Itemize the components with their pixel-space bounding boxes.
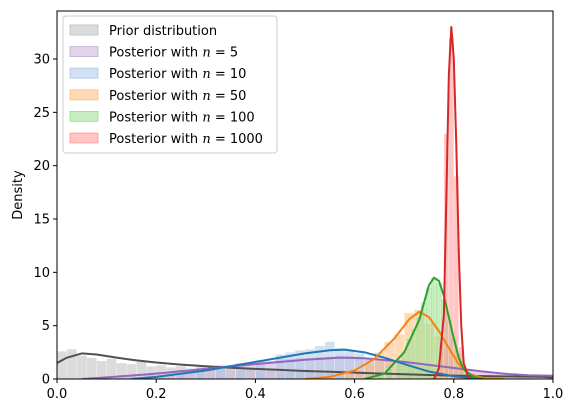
- legend-label-prior: Prior distribution: [109, 24, 217, 39]
- hist-bar-n50: [344, 373, 355, 379]
- y-tick-label: 15: [33, 213, 50, 228]
- kde-layer: [57, 26, 553, 379]
- legend-swatch-n50: [69, 89, 99, 101]
- kde-line-n1000: [433, 26, 470, 379]
- hist-bar-prior: [76, 355, 88, 379]
- kde-line-prior: [57, 352, 553, 379]
- hist-bar-prior: [96, 360, 107, 379]
- kde-line-n100: [364, 276, 484, 379]
- y-axis-label: Density: [11, 170, 26, 220]
- hist-bar-n50: [354, 369, 365, 379]
- hist-bar-n10: [175, 372, 187, 379]
- y-tick-label: 10: [33, 266, 50, 281]
- y-axis: 0 5 10 15 20 25 30: [33, 53, 57, 388]
- legend-swatch-prior: [69, 24, 99, 36]
- legend-label-n5: Posterior with n = 5: [109, 46, 238, 61]
- legend: Prior distribution Posterior with n = 5 Po…: [62, 15, 278, 154]
- legend-swatch-n100: [69, 111, 99, 122]
- y-tick-label: 5: [42, 319, 50, 334]
- y-tick-label: 20: [33, 159, 50, 174]
- x-tick-label: 0.0: [47, 387, 68, 402]
- y-tick-label: 25: [33, 106, 50, 121]
- x-tick-label: 0.6: [344, 387, 365, 402]
- x-tick-label: 0.4: [245, 387, 266, 402]
- hist-bar-prior: [57, 351, 68, 379]
- hist-bar-prior: [86, 357, 97, 379]
- hist-bar-n10: [324, 341, 336, 379]
- kde-line-n10: [131, 348, 479, 379]
- legend-swatch-n1000: [69, 132, 99, 144]
- legend-label-n10: Posterior with n = 10: [109, 67, 246, 82]
- legend-label-n100: Posterior with n = 100: [109, 110, 255, 125]
- x-tick-label: 0.2: [146, 387, 167, 402]
- kde-line-n5: [81, 356, 553, 379]
- legend-swatch-n10: [69, 67, 99, 79]
- legend-label-n50: Posterior with n = 50: [109, 89, 246, 104]
- x-tick-label: 0.8: [443, 387, 464, 402]
- plot-frame: [56, 10, 554, 380]
- legend-label-n1000: Posterior with n = 1000: [109, 132, 263, 147]
- legend-swatch-n5: [69, 46, 99, 57]
- x-tick-label: 1.0: [543, 387, 564, 402]
- x-axis: 0.0 0.2 0.4 0.6 0.8 1.0: [47, 379, 564, 402]
- y-tick-label: 0: [42, 373, 50, 388]
- hist-bar-prior: [66, 348, 78, 379]
- y-tick-label: 30: [33, 53, 50, 68]
- legend-frame: [62, 15, 278, 154]
